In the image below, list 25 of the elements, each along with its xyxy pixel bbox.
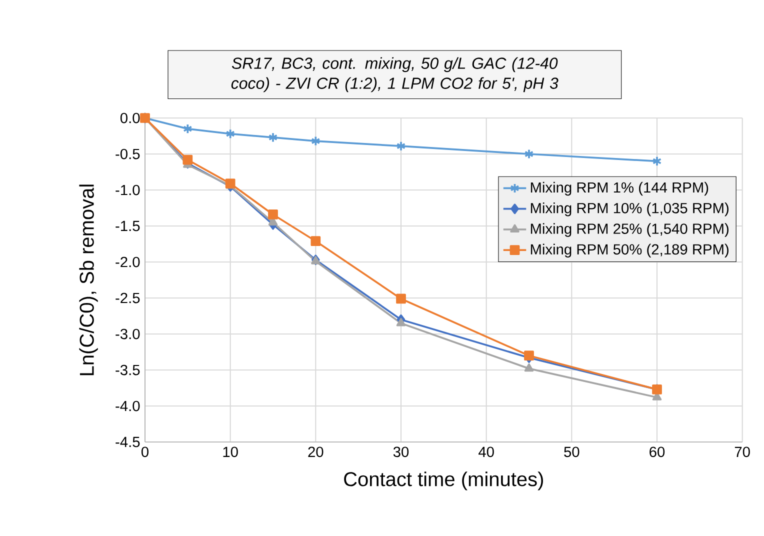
x-tick-label: 0 xyxy=(141,446,148,458)
y-tick-label: 0.0 xyxy=(120,112,140,124)
x-axis-title: Contact time (minutes) xyxy=(344,472,543,490)
x-tick-label: 20 xyxy=(308,446,324,458)
legend-label: Mixing RPM 50% (2,189 RPM) xyxy=(530,244,728,258)
x-tick-label: 60 xyxy=(650,446,665,458)
y-tick-label: -2.5 xyxy=(116,292,140,304)
x-tick-label: 30 xyxy=(393,446,409,458)
y-tick-label: -0.5 xyxy=(116,148,140,160)
y-tick-label: -1.5 xyxy=(116,220,140,232)
y-tick-label: -3.0 xyxy=(116,328,140,340)
legend-label: Mixing RPM 1% (144 RPM) xyxy=(530,182,708,196)
x-tick-label: 40 xyxy=(478,446,494,458)
y-tick-label: -1.0 xyxy=(116,184,140,196)
y-tick-label: -4.0 xyxy=(116,400,140,412)
x-tick-label: 10 xyxy=(223,446,238,458)
x-tick-label: 70 xyxy=(734,446,750,458)
x-tick-label: 50 xyxy=(564,446,580,458)
legend-label: Mixing RPM 25% (1,540 RPM) xyxy=(530,223,728,237)
y-tick-label: -4.5 xyxy=(116,436,140,448)
chart-title: SR17, BC3, cont. mixing, 50 g/L GAC (12-40 coco) - ZVI CR (1:2), 1 LPM CO2 for 5', pH 3 xyxy=(231,57,558,92)
y-tick-label: -3.5 xyxy=(116,364,140,376)
y-axis-title: Ln(C/C0), Sb removal xyxy=(79,184,98,376)
legend-label: Mixing RPM 10% (1,035 RPM) xyxy=(530,202,728,216)
y-tick-label: -2.0 xyxy=(116,256,140,268)
